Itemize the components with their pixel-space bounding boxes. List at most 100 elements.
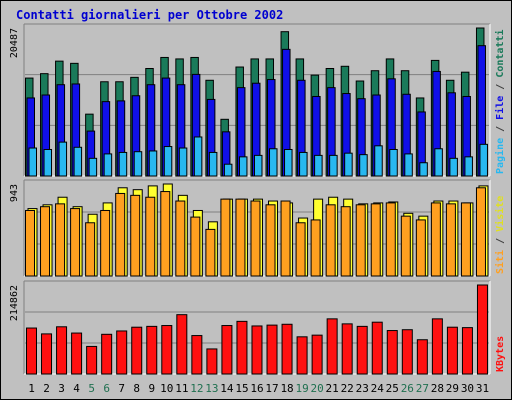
kbytes-bar-day-11	[176, 314, 188, 375]
x-tick-label-day-24: 24	[371, 382, 385, 395]
kbytes-bar-day-26	[401, 329, 413, 375]
x-tick-label-day-9: 9	[148, 382, 155, 395]
kbytes-bar-day-28	[431, 318, 443, 375]
pagine-bar-day-16	[253, 154, 263, 177]
siti-bar-day-12	[190, 216, 201, 277]
x-tick-label-day-22: 22	[341, 382, 354, 395]
x-tick-label-day-20: 20	[311, 382, 324, 395]
x-tick-label-day-5: 5	[88, 382, 95, 395]
siti-bar-day-4	[70, 208, 81, 277]
kbytes-bar-day-5	[86, 345, 98, 375]
pagine-bar-day-11	[178, 147, 188, 177]
pagine-bar-day-14	[223, 163, 233, 177]
x-tick-label-day-23: 23	[356, 382, 369, 395]
siti-bar-day-21	[325, 204, 336, 277]
pagine-bar-day-5	[88, 157, 98, 177]
kbytes-bar-day-22	[341, 323, 353, 375]
x-tick-label-day-8: 8	[133, 382, 140, 395]
x-tick-label-day-29: 29	[446, 382, 459, 395]
pagine-bar-day-23	[359, 154, 368, 177]
pagine-bar-day-26	[404, 153, 413, 177]
pagine-bar-day-30	[464, 156, 473, 177]
pagine-bar-day-22	[344, 152, 353, 177]
siti-bar-day-5	[85, 222, 96, 277]
siti-bar-day-3	[55, 203, 66, 277]
x-tick-label-day-28: 28	[431, 382, 444, 395]
legend-siti-visite: Siti / Visite	[494, 196, 506, 274]
legend-pagine-file-contatti: Pagine / File / Contatti	[494, 29, 506, 174]
siti-bar-day-27	[415, 219, 426, 277]
axis-label-part-3: File	[494, 96, 506, 120]
pagine-bar-day-25	[389, 148, 398, 177]
y-axis-max-label-hits: 20487	[9, 28, 20, 58]
axis-label-part-1: Pagine	[494, 138, 506, 174]
kbytes-bar-day-18	[281, 323, 293, 375]
kbytes-bar-day-4	[71, 332, 83, 375]
pagine-bar-day-21	[329, 154, 338, 177]
siti-bar-day-1	[25, 209, 35, 277]
siti-bar-day-24	[370, 203, 381, 277]
x-tick-label-day-7: 7	[118, 382, 125, 395]
kbytes-bar-day-27	[416, 339, 428, 375]
pagine-bar-day-13	[208, 151, 218, 177]
siti-bar-day-6	[100, 209, 111, 277]
pagine-bar-day-28	[434, 148, 443, 177]
x-tick-label-day-2: 2	[43, 382, 50, 395]
siti-bar-day-7	[115, 192, 126, 277]
axis-label-part-4: /	[495, 78, 506, 96]
kbytes-bar-day-30	[461, 327, 473, 375]
pagine-bar-day-29	[449, 157, 458, 177]
kbytes-bar-day-1	[26, 327, 37, 375]
siti-bar-day-20	[310, 219, 321, 277]
x-tick-label-day-19: 19	[295, 382, 308, 395]
pagine-bar-day-1	[28, 147, 37, 177]
siti-bar-day-16	[250, 200, 261, 277]
siti-bar-day-17	[265, 204, 276, 277]
kbytes-bar-day-31	[476, 284, 488, 375]
kbytes-bar-day-24	[371, 321, 383, 375]
axis-label-part-1: Siti	[494, 250, 506, 274]
x-tick-label-day-17: 17	[265, 382, 278, 395]
siti-bar-day-14	[220, 198, 231, 277]
kbytes-bar-day-3	[56, 326, 68, 375]
axis-label-part-3: Visite	[494, 196, 506, 232]
x-tick-label-day-21: 21	[326, 382, 339, 395]
siti-bar-day-31	[475, 187, 486, 277]
x-tick-label-day-4: 4	[73, 382, 80, 395]
kbytes-bar-day-7	[116, 330, 128, 375]
siti-bar-day-29	[445, 203, 456, 277]
x-tick-label-day-10: 10	[160, 382, 173, 395]
axis-label-part-5: Contatti	[494, 29, 506, 77]
pagine-bar-day-2	[43, 148, 53, 177]
siti-bar-day-11	[175, 200, 186, 277]
y-axis-max-label-kbytes: 214862	[9, 285, 20, 321]
x-tick-label-day-1: 1	[28, 382, 35, 395]
x-tick-label-day-27: 27	[416, 382, 429, 395]
x-tick-label-day-15: 15	[235, 382, 248, 395]
siti-bar-day-13	[205, 228, 216, 277]
kbytes-bar-day-21	[326, 318, 338, 375]
pagine-bar-day-19	[299, 151, 308, 177]
pagine-bar-day-4	[73, 146, 83, 177]
kbytes-bar-day-6	[101, 333, 113, 375]
x-tick-label-day-3: 3	[58, 382, 65, 395]
axis-label-part-2: /	[495, 120, 506, 138]
pagine-bar-day-17	[269, 148, 278, 177]
siti-bar-day-9	[145, 196, 156, 277]
x-tick-label-day-16: 16	[250, 382, 263, 395]
pagine-bar-day-18	[284, 148, 293, 177]
siti-bar-day-18	[280, 200, 291, 277]
kbytes-bar-day-12	[191, 335, 203, 375]
pagine-bar-day-6	[103, 153, 113, 177]
kbytes-bar-day-2	[41, 333, 53, 375]
pagine-bar-day-7	[118, 151, 128, 177]
pagine-bar-day-3	[58, 141, 68, 177]
x-tick-label-day-31: 31	[476, 382, 489, 395]
siti-bar-day-22	[340, 206, 351, 277]
pagine-bar-day-8	[133, 151, 143, 177]
siti-bar-day-28	[430, 202, 441, 277]
kbytes-bar-day-25	[386, 330, 398, 375]
pagine-bar-day-9	[148, 150, 158, 177]
pagine-bar-day-10	[163, 146, 173, 177]
